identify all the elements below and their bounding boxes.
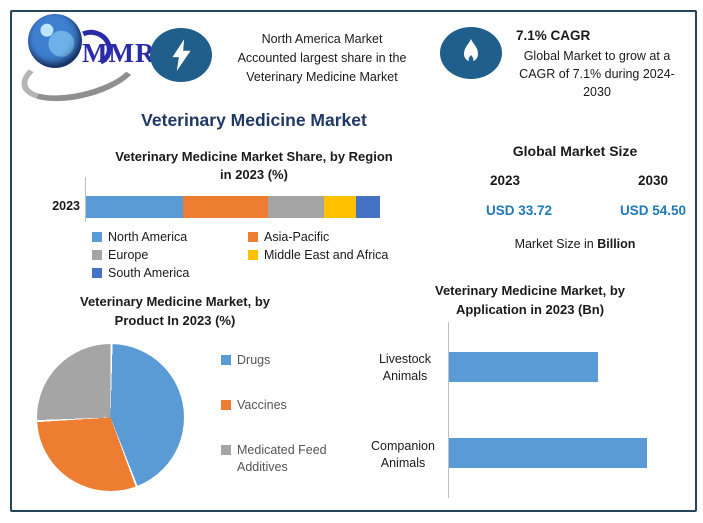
region-stacked-bar (86, 196, 380, 218)
region-bar-segment (268, 196, 325, 218)
legend-item: Medicated Feed Additives (221, 442, 351, 476)
region-chart-year-label: 2023 (52, 199, 80, 213)
logo-text: MMR (82, 38, 156, 68)
legend-label: Medicated Feed Additives (237, 443, 327, 474)
market-size-values: USD 33.72 USD 54.50 (486, 203, 686, 218)
market-size-title: Global Market Size (512, 143, 638, 159)
lightning-icon (150, 28, 212, 82)
market-size-footer: Market Size in Billion (478, 237, 672, 251)
region-bar-segment (86, 196, 184, 218)
legend-item: Middle East and Africa (248, 248, 452, 262)
legend-label: Drugs (237, 353, 271, 367)
globe-icon (28, 14, 82, 68)
market-size-footer-prefix: Market Size in (514, 237, 598, 251)
market-size-value-2023: USD 33.72 (486, 203, 553, 218)
legend-item: South America (92, 266, 248, 280)
market-size-value-2030: USD 54.50 (619, 203, 686, 218)
legend-label: South America (108, 266, 190, 280)
north-america-highlight: North America Market Accounted largest s… (224, 30, 420, 87)
highlight-line-3: Veterinary Medicine Market (246, 70, 398, 84)
market-size-footer-unit: Billion (597, 237, 636, 251)
cagr-line-2: CAGR of 7.1% during 2024- (519, 67, 675, 81)
region-chart-title-line1: Veterinary Medicine Market Share, by Reg… (115, 149, 393, 164)
application-label-livestock: Livestock Animals (378, 352, 432, 383)
product-chart-title: Veterinary Medicine Market, by Product I… (44, 292, 306, 330)
legend-swatch (221, 400, 231, 410)
cagr-title: 7.1% CAGR (516, 28, 591, 43)
legend-label: North America (108, 230, 188, 244)
legend-label: Asia-Pacific (264, 230, 330, 244)
legend-swatch (248, 232, 258, 242)
region-chart-axis-line (85, 177, 86, 222)
legend-item: Drugs (221, 352, 351, 369)
market-size-year-2030: 2030 (637, 173, 668, 188)
legend-label: Europe (108, 248, 149, 262)
region-bar-segment (356, 196, 380, 218)
market-size-year-2023: 2023 (490, 173, 521, 188)
application-bar-livestock (449, 352, 598, 382)
application-bar-companion (449, 438, 647, 468)
legend-item: Vaccines (221, 397, 351, 414)
region-chart-title-line2: in 2023 (%) (220, 167, 288, 182)
application-chart-title: Veterinary Medicine Market, by Applicati… (374, 281, 686, 319)
legend-label: Middle East and Africa (264, 248, 389, 262)
legend-swatch (92, 250, 102, 260)
page-title: Veterinary Medicine Market (141, 110, 367, 130)
product-chart-title-line2: Product In 2023 (%) (114, 313, 236, 328)
legend-swatch (221, 355, 231, 365)
flame-icon (440, 27, 502, 79)
cagr-callout: 7.1% CAGR Global Market to grow at a CAG… (508, 27, 686, 101)
highlight-line-1: North America Market (261, 32, 383, 46)
product-chart-legend: Drugs Vaccines Medicated Feed Additives (221, 352, 351, 476)
application-label-companion: Companion Animals (371, 439, 435, 470)
highlight-line-2: Accounted largest share in the (237, 51, 407, 65)
legend-swatch (92, 268, 102, 278)
legend-swatch (248, 250, 258, 260)
legend-item: North America (92, 230, 248, 244)
region-bar-segment (183, 196, 269, 218)
region-chart-legend: North America Asia-Pacific Europe Middle Ea… (92, 230, 452, 280)
flame-glyph (464, 39, 478, 63)
application-chart-title-line2: Application in 2023 (Bn) (455, 302, 605, 317)
legend-item: Asia-Pacific (248, 230, 452, 244)
product-chart-title-line1: Veterinary Medicine Market, by (79, 294, 271, 309)
market-size-years: 2023 2030 (490, 173, 668, 188)
region-bar-segment (324, 196, 357, 218)
mmr-logo: MMR (15, 12, 156, 112)
legend-swatch (221, 445, 231, 455)
application-chart-title-line1: Veterinary Medicine Market, by (434, 283, 626, 298)
legend-label: Vaccines (237, 398, 287, 412)
product-pie-chart (37, 344, 184, 491)
application-chart-axis-line (448, 322, 449, 498)
region-chart-title: Veterinary Medicine Market Share, by Reg… (40, 148, 468, 184)
legend-swatch (92, 232, 102, 242)
cagr-line-1: Global Market to grow at a (523, 49, 671, 63)
legend-item: Europe (92, 248, 248, 262)
lightning-bolt-glyph (172, 39, 191, 71)
cagr-line-3: 2030 (583, 85, 611, 99)
